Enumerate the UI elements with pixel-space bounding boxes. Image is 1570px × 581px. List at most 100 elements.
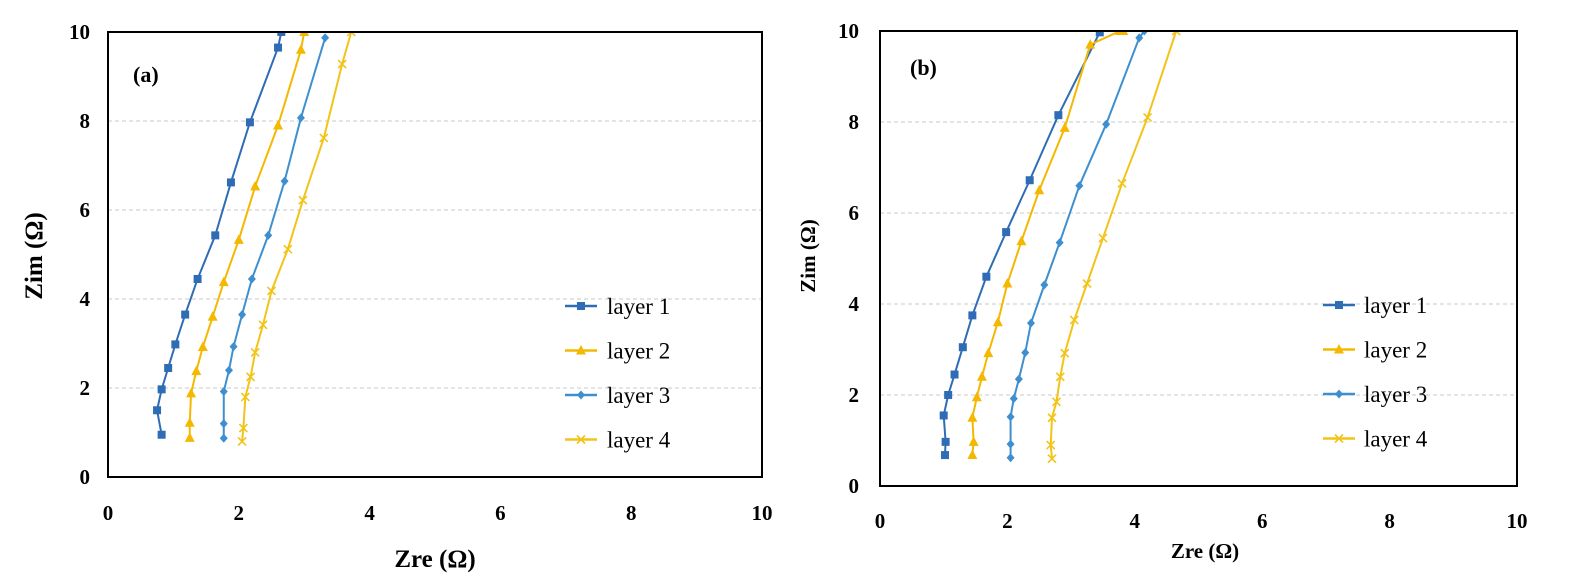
data-point-layer-1 [164, 363, 173, 372]
data-point-layer-3 [229, 342, 238, 352]
panel-label: (a) [133, 62, 159, 87]
data-point-layer-3 [1006, 453, 1015, 463]
data-point-layer-1 [1095, 31, 1104, 37]
data-point-layer-2 [295, 44, 306, 54]
data-point-layer-1 [968, 311, 977, 320]
data-point-layer-2 [976, 371, 987, 381]
data-point-layer-2 [184, 417, 195, 427]
data-point-layer-1 [950, 370, 959, 379]
data-point-layer-2 [983, 347, 994, 358]
data-point-layer-1 [181, 310, 190, 319]
panel-label: (b) [910, 55, 937, 80]
data-point-layer-4 [237, 436, 247, 446]
data-point-layer-2 [967, 412, 978, 422]
x-axis-title: Zre (Ω) [394, 546, 475, 573]
legend-marker-3 [1335, 389, 1343, 399]
data-point-layer-1 [193, 274, 202, 283]
data-point-layer-4 [238, 423, 248, 433]
legend-label-4: layer 4 [607, 428, 671, 453]
data-point-layer-1 [157, 385, 166, 394]
plot-frame [107, 31, 763, 478]
x-tick-label: 6 [1257, 509, 1268, 533]
data-point-layer-3 [1140, 31, 1149, 36]
x-tick-label: 4 [364, 501, 375, 525]
y-tick-label: 8 [80, 109, 91, 133]
data-point-layer-4 [1055, 372, 1065, 382]
legend-label-2: layer 2 [607, 339, 670, 364]
data-point-layer-1 [211, 231, 220, 240]
y-tick-label: 10 [838, 19, 859, 43]
y-tick-label: 4 [80, 287, 91, 311]
data-point-layer-1 [1054, 111, 1063, 120]
data-point-layer-3 [219, 433, 228, 443]
data-point-layer-4 [1047, 454, 1057, 464]
data-point-layer-2 [186, 387, 197, 398]
data-point-layer-4 [1117, 178, 1127, 188]
data-point-layer-3 [1006, 412, 1015, 422]
data-point-layer-4 [258, 320, 268, 330]
data-point-layer-1 [958, 343, 967, 352]
data-point-layer-4 [250, 347, 260, 357]
x-tick-label: 8 [1384, 509, 1395, 533]
data-point-layer-3 [247, 274, 256, 284]
data-point-layer-4 [346, 32, 356, 37]
data-point-layer-2 [218, 276, 229, 287]
data-point-layer-1 [982, 272, 991, 281]
data-point-layer-4 [240, 392, 250, 402]
data-point-layer-2 [1034, 184, 1045, 195]
data-point-layer-4 [298, 195, 308, 205]
legend-marker-2 [576, 345, 586, 355]
legend: layer 1 layer 2 layer 3 layer 4 [1323, 293, 1428, 452]
legend-marker-2 [1334, 344, 1344, 354]
data-point-layer-2 [992, 316, 1003, 327]
data-point-layer-4 [246, 372, 256, 382]
legend-label-3: layer 3 [607, 383, 670, 408]
data-point-layer-1 [157, 430, 166, 439]
data-point-layer-2 [250, 180, 261, 191]
data-point-layer-2 [207, 311, 218, 321]
legend-marker-3 [577, 390, 585, 400]
data-point-layer-4 [1098, 233, 1108, 243]
x-tick-label: 10 [1507, 509, 1528, 533]
data-point-layer-3 [1075, 181, 1084, 191]
data-point-layer-2 [968, 436, 979, 446]
legend-marker-1 [577, 302, 585, 310]
y-tick-label: 2 [80, 376, 91, 400]
data-point-layer-3 [1040, 280, 1049, 290]
data-point-layer-2 [1059, 122, 1070, 132]
data-point-layer-1 [277, 32, 286, 36]
legend-label-2: layer 2 [1364, 338, 1427, 363]
data-point-layer-4 [1060, 348, 1070, 358]
series-line-2 [188, 32, 306, 438]
data-point-layer-2 [233, 234, 244, 244]
data-point-layer-1 [944, 391, 953, 399]
x-tick-label: 6 [495, 501, 506, 525]
data-point-layer-3 [296, 113, 305, 123]
data-point-layer-2 [967, 449, 978, 460]
legend-label-1: layer 1 [607, 294, 670, 319]
data-point-layer-3 [321, 33, 330, 43]
y-tick-label: 6 [849, 201, 860, 225]
data-point-layer-4 [266, 286, 277, 296]
legend-marker-4 [576, 434, 586, 445]
data-point-layer-3 [1055, 238, 1064, 248]
y-tick-label: 8 [849, 110, 860, 134]
data-point-layer-4 [1051, 397, 1062, 407]
legend: layer 1 layer 2 layer 3 layer 4 [565, 294, 671, 453]
legend-marker-4 [1334, 433, 1344, 444]
x-tick-label: 0 [875, 509, 886, 533]
series-line-4 [241, 32, 353, 442]
y-tick-label: 0 [80, 465, 91, 489]
data-point-layer-1 [171, 340, 180, 349]
data-point-layer-3 [1006, 439, 1015, 449]
data-point-layer-4 [337, 59, 347, 69]
data-point-layer-1 [153, 406, 162, 415]
data-point-layer-2 [184, 432, 195, 442]
data-point-layer-3 [1135, 33, 1144, 43]
data-point-layer-1 [940, 451, 949, 460]
y-axis-title: Zim (Ω) [796, 219, 820, 292]
legend-marker-1 [1335, 301, 1343, 309]
data-point-layer-3 [264, 230, 273, 240]
